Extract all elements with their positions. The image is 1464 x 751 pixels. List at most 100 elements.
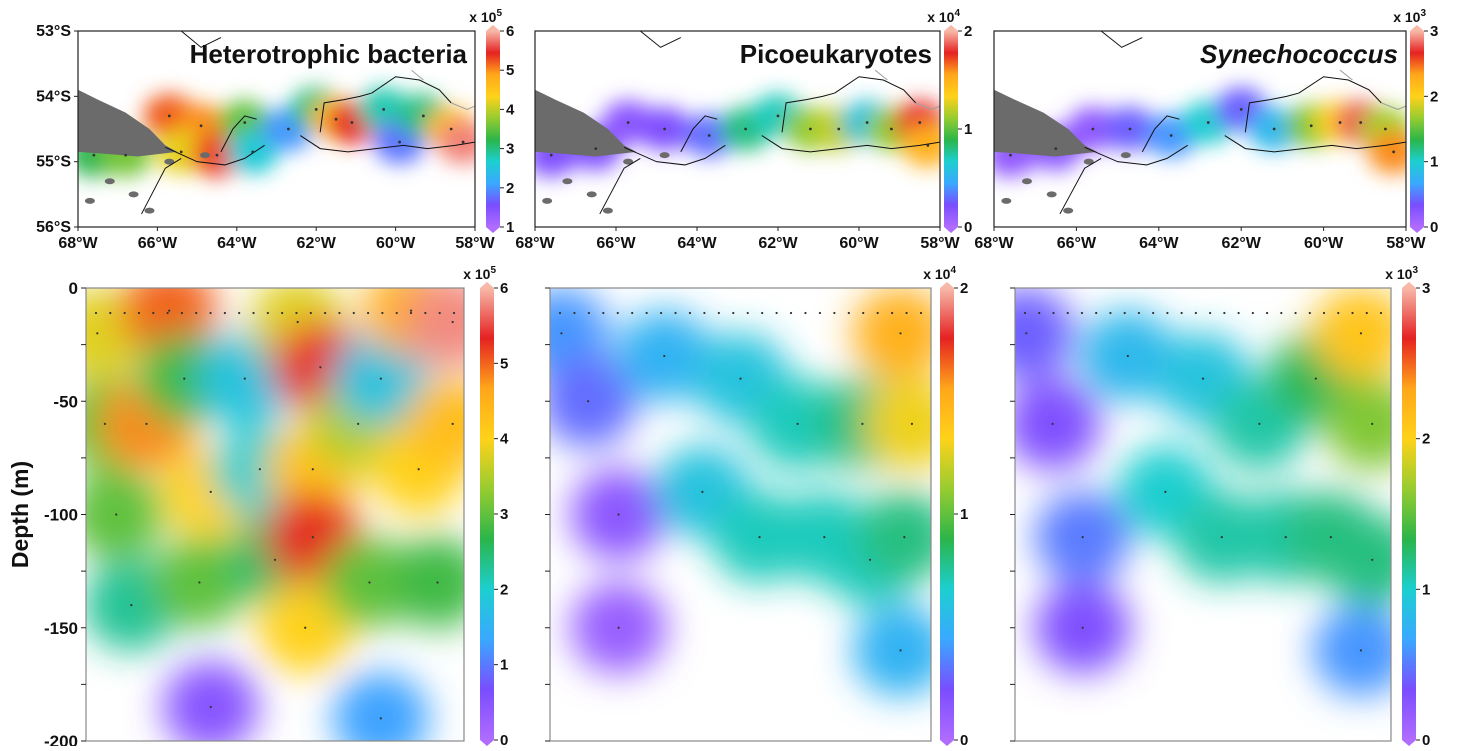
map-2-station-dot bbox=[837, 127, 841, 131]
depth-1-sample-dot bbox=[309, 311, 312, 315]
map-2-panel: Picoeukaryotes 68°W 66°W 64°W 62°W 60°W 58°W bbox=[515, 30, 961, 252]
map-3-island bbox=[1001, 197, 1012, 204]
depth-1-value-blob bbox=[404, 288, 464, 368]
depth-1-sample-dot bbox=[137, 311, 141, 315]
map-1-station-dot bbox=[398, 140, 401, 144]
depth-1-sample-dot bbox=[145, 422, 148, 425]
map-2-x-tick-label: 68°W bbox=[515, 235, 555, 252]
map-2-island bbox=[623, 158, 634, 165]
depth-3-colorbar-tick-label: 3 bbox=[1422, 280, 1430, 297]
map-1-station-dot bbox=[243, 121, 247, 124]
depth-1-sample-dot bbox=[352, 311, 355, 315]
map-3-land bbox=[994, 89, 1097, 157]
map-2-frame bbox=[534, 30, 941, 228]
depth-3-sample-dot bbox=[1359, 649, 1363, 652]
map-3-x-tick-label: 58°W bbox=[1386, 235, 1426, 252]
depth-2-sample-dot bbox=[905, 311, 908, 315]
depth-1-colorbar-tick-label: 5 bbox=[500, 355, 508, 372]
depth-3-sample-dot bbox=[1052, 311, 1055, 315]
depth-1-sample-dot bbox=[451, 320, 454, 324]
depth-1-sample-dot bbox=[168, 309, 171, 312]
depth-3-sample-dot bbox=[1095, 311, 1098, 315]
depth-2-colorbar-bottom-arrow bbox=[940, 740, 954, 746]
depth-3-sample-dot bbox=[1322, 311, 1326, 315]
depth-3-colorbar-multiplier: x 103 bbox=[1385, 265, 1418, 282]
depth-1-sample-dot bbox=[409, 311, 413, 315]
map-3-x-tick-label: 68°W bbox=[974, 235, 1014, 252]
depth-1-sample-dot bbox=[238, 311, 241, 315]
map-3-coastline bbox=[1084, 144, 1188, 166]
depth-1-sample-dot bbox=[324, 311, 327, 315]
map-1-colorbar-tick-label: 1 bbox=[506, 219, 514, 236]
depth-2-sample-dot bbox=[861, 422, 864, 425]
map-2-station-dot bbox=[663, 127, 666, 131]
depth-1-colorbar-tick-label: 0 bbox=[500, 732, 508, 746]
map-2-coastline bbox=[761, 135, 940, 153]
map-2-station-dot bbox=[549, 153, 553, 157]
depth-1-sample-dot bbox=[209, 490, 212, 493]
map-1-station-dot bbox=[449, 127, 453, 131]
depth-2-sample-dot bbox=[717, 311, 720, 315]
depth-3-sample-dot bbox=[1123, 311, 1126, 315]
depth-1-sample-dot bbox=[417, 468, 420, 471]
map-2-x-tick-label: 64°W bbox=[677, 235, 717, 252]
map-2-border-line bbox=[915, 102, 940, 110]
map-1-colorbar-tick-label: 5 bbox=[506, 62, 514, 79]
map-2-x-tick-label: 58°W bbox=[920, 235, 960, 252]
depth-2-sample-dot bbox=[833, 311, 836, 315]
depth-1-sample-dot bbox=[243, 377, 246, 380]
depth-3-sample-dot bbox=[1152, 311, 1155, 315]
depth-1-colorbar-tick-label: 3 bbox=[500, 506, 508, 523]
depth-3-sample-dot bbox=[1081, 536, 1084, 539]
map-3-station-dot bbox=[1309, 124, 1313, 128]
depth-1-sample-dot bbox=[94, 311, 98, 315]
map-2-island bbox=[602, 207, 613, 214]
map-2-island bbox=[562, 178, 573, 185]
depth-2-value-blob bbox=[852, 288, 931, 380]
depth-1-sample-dot bbox=[166, 311, 169, 315]
depth-1-sample-dot bbox=[273, 558, 277, 561]
depth-3-sample-dot bbox=[1051, 422, 1054, 425]
depth-3-sample-dot bbox=[1180, 311, 1183, 315]
map-2-station-dot bbox=[744, 127, 747, 131]
depth-2-sample-dot bbox=[868, 558, 872, 561]
depth-3-colorbar-top-arrow bbox=[1402, 282, 1416, 288]
map-1-station-dot bbox=[421, 114, 425, 118]
map-3-station-dot bbox=[1384, 127, 1387, 131]
depth-3-sample-dot bbox=[1237, 311, 1240, 315]
depth-3-sample-dot bbox=[1220, 536, 1223, 539]
depth-1-y-tick-label: -150 bbox=[44, 619, 78, 638]
map-3-island bbox=[1021, 178, 1032, 185]
depth-2-colorbar-tick-label: 1 bbox=[960, 506, 968, 523]
map-1-colorbar-bottom-arrow bbox=[486, 227, 500, 233]
depth-1-colorbar-tick-label: 6 bbox=[500, 280, 508, 297]
depth-3-sample-dot bbox=[1359, 332, 1363, 335]
depth-1-sample-dot bbox=[195, 311, 198, 315]
map-1-island bbox=[164, 158, 175, 165]
depth-2-sample-dot bbox=[732, 311, 735, 315]
depth-1-sample-dot bbox=[304, 626, 307, 629]
map-2-land bbox=[535, 89, 637, 157]
depth-3-sample-dot bbox=[1066, 311, 1069, 315]
depth-3-sample-dot bbox=[1194, 311, 1197, 315]
map-1-station-dot bbox=[199, 124, 203, 128]
map-1-y-tick-label: 55°S bbox=[36, 154, 71, 171]
depth-3-sample-dot bbox=[1337, 311, 1340, 315]
depth-2-sample-dot bbox=[587, 400, 590, 403]
depth-1-sample-dot bbox=[311, 536, 314, 539]
depth-3-sample-dot bbox=[1038, 311, 1041, 315]
depth-2-sample-dot bbox=[775, 311, 778, 315]
map-1-panel: Heterotrophic bacteria 68°W 66°W 64°W 62°W 60… bbox=[36, 23, 495, 252]
depth-2-sample-dot bbox=[876, 311, 879, 315]
depth-1-sample-dot bbox=[379, 717, 382, 720]
map-1-island bbox=[104, 178, 115, 185]
depth-3-colorbar: 0 1 2 3x 103 bbox=[1385, 265, 1430, 749]
map-2-coastline bbox=[834, 76, 917, 104]
map-1-coastline bbox=[220, 115, 257, 153]
map-1-y-tick-label: 56°S bbox=[36, 219, 71, 236]
depth-2-sample-dot bbox=[587, 311, 590, 315]
depth-3-sample-dot bbox=[1080, 311, 1084, 315]
depth-2-sample-dot bbox=[616, 311, 619, 315]
depth-1-sample-dot bbox=[381, 311, 384, 315]
depth-3-sample-dot bbox=[1209, 311, 1212, 315]
